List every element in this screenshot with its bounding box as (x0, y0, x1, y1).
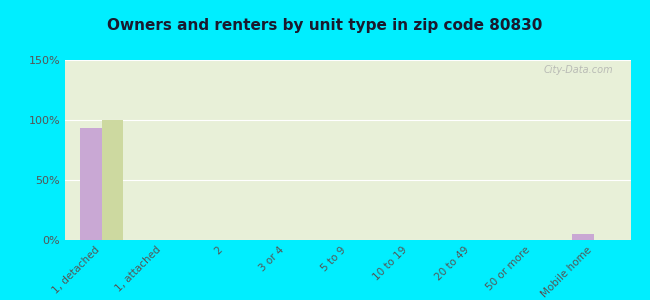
Text: City-Data.com: City-Data.com (544, 65, 614, 75)
Text: Owners and renters by unit type in zip code 80830: Owners and renters by unit type in zip c… (107, 18, 543, 33)
Bar (572, 234, 593, 240)
Bar (102, 120, 124, 240)
Bar (81, 128, 102, 240)
